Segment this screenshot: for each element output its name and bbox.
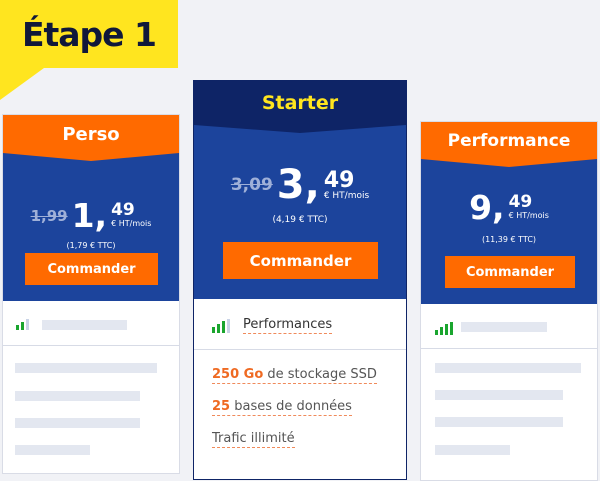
header-notch: [421, 159, 597, 167]
divider: [3, 345, 179, 346]
header-notch: [3, 153, 179, 161]
price-row: 1,99 1, 49 € HT/mois: [3, 199, 179, 232]
placeholder-bar: [435, 445, 510, 455]
signal-bar: [227, 319, 230, 333]
price-panel: 9, 49 € HT/mois (11,39 € TTC) Commander: [421, 159, 597, 304]
signal-bar: [26, 319, 29, 330]
price-unit: € HT/mois: [323, 190, 370, 201]
price-cents-unit: 49 € HT/mois: [111, 200, 152, 229]
feature-text: Trafic illimité: [212, 431, 295, 446]
price-ttc: (11,39 € TTC): [481, 235, 537, 244]
feature-text: de stockage SSD: [263, 367, 377, 382]
price-cents-unit: 49 € HT/mois: [324, 169, 369, 202]
placeholder-bar: [461, 322, 547, 332]
price-cents-unit: 49 € HT/mois: [508, 192, 549, 221]
signal-icon: [16, 319, 29, 330]
price-row: 9, 49 € HT/mois: [421, 191, 597, 224]
signal-bar: [217, 324, 220, 333]
order-button[interactable]: Commander: [445, 256, 575, 288]
placeholder-bar: [42, 320, 127, 330]
signal-bar: [16, 325, 19, 330]
plan-card-perso: Perso 1,99 1, 49 € HT/mois (1,79 € TTC) …: [2, 114, 180, 474]
price-ttc: (4,19 € TTC): [272, 215, 328, 225]
placeholder-bar: [435, 390, 563, 400]
plan-title: Performance: [421, 122, 597, 159]
placeholder-bar: [15, 418, 140, 428]
order-button[interactable]: Commander: [223, 242, 378, 279]
price-ttc: (1,79 € TTC): [66, 241, 116, 250]
signal-icon: [435, 322, 453, 335]
feature-traffic[interactable]: Trafic illimité: [212, 431, 295, 448]
placeholder-bar: [15, 363, 157, 373]
signal-bar: [435, 330, 438, 335]
signal-icon: [212, 319, 230, 333]
header-notch: [194, 125, 406, 133]
placeholder-bar: [435, 417, 563, 427]
signal-bar: [222, 321, 225, 333]
plan-card-performance: Performance 9, 49 € HT/mois (11,39 € TTC…: [420, 121, 598, 481]
plan-card-starter: Starter 3,09 3, 49 € HT/mois (4,19 € TTC…: [193, 80, 407, 480]
placeholder-bar: [15, 445, 90, 455]
order-button[interactable]: Commander: [25, 253, 158, 285]
plan-title: Perso: [3, 115, 179, 153]
feature-highlight: 25: [212, 399, 231, 414]
old-price: 3,09: [230, 175, 273, 195]
step-label-tail: [0, 68, 44, 100]
section-title-performances[interactable]: Performances: [243, 317, 333, 334]
feature-databases[interactable]: 25 bases de données: [212, 399, 352, 416]
signal-bar: [212, 327, 215, 333]
signal-bar: [450, 322, 453, 335]
price-row: 3,09 3, 49 € HT/mois: [194, 165, 406, 205]
plan-title: Starter: [194, 81, 406, 125]
price: 3,: [276, 162, 320, 208]
price-unit: € HT/mois: [508, 211, 549, 221]
price-cents: 49: [111, 200, 135, 221]
signal-bar: [21, 322, 24, 330]
feature-text: bases de données: [230, 399, 352, 414]
feature-highlight: 250 Go: [212, 367, 264, 382]
feature-storage[interactable]: 250 Go de stockage SSD: [212, 367, 377, 384]
price: 1,: [71, 196, 108, 235]
price-cents: 49: [508, 192, 533, 213]
price: 9,: [469, 188, 505, 227]
divider: [421, 348, 597, 349]
price-panel: 3,09 3, 49 € HT/mois (4,19 € TTC) Comman…: [194, 125, 406, 299]
divider: [194, 349, 406, 350]
placeholder-bar: [435, 363, 581, 373]
signal-bar: [445, 324, 448, 335]
price-panel: 1,99 1, 49 € HT/mois (1,79 € TTC) Comman…: [3, 153, 179, 301]
step-label: Étape 1: [0, 0, 178, 68]
placeholder-bar: [15, 391, 140, 401]
price-unit: € HT/mois: [111, 219, 152, 229]
signal-bar: [440, 327, 443, 335]
price-cents: 49: [323, 167, 355, 193]
old-price: 1,99: [30, 206, 68, 225]
